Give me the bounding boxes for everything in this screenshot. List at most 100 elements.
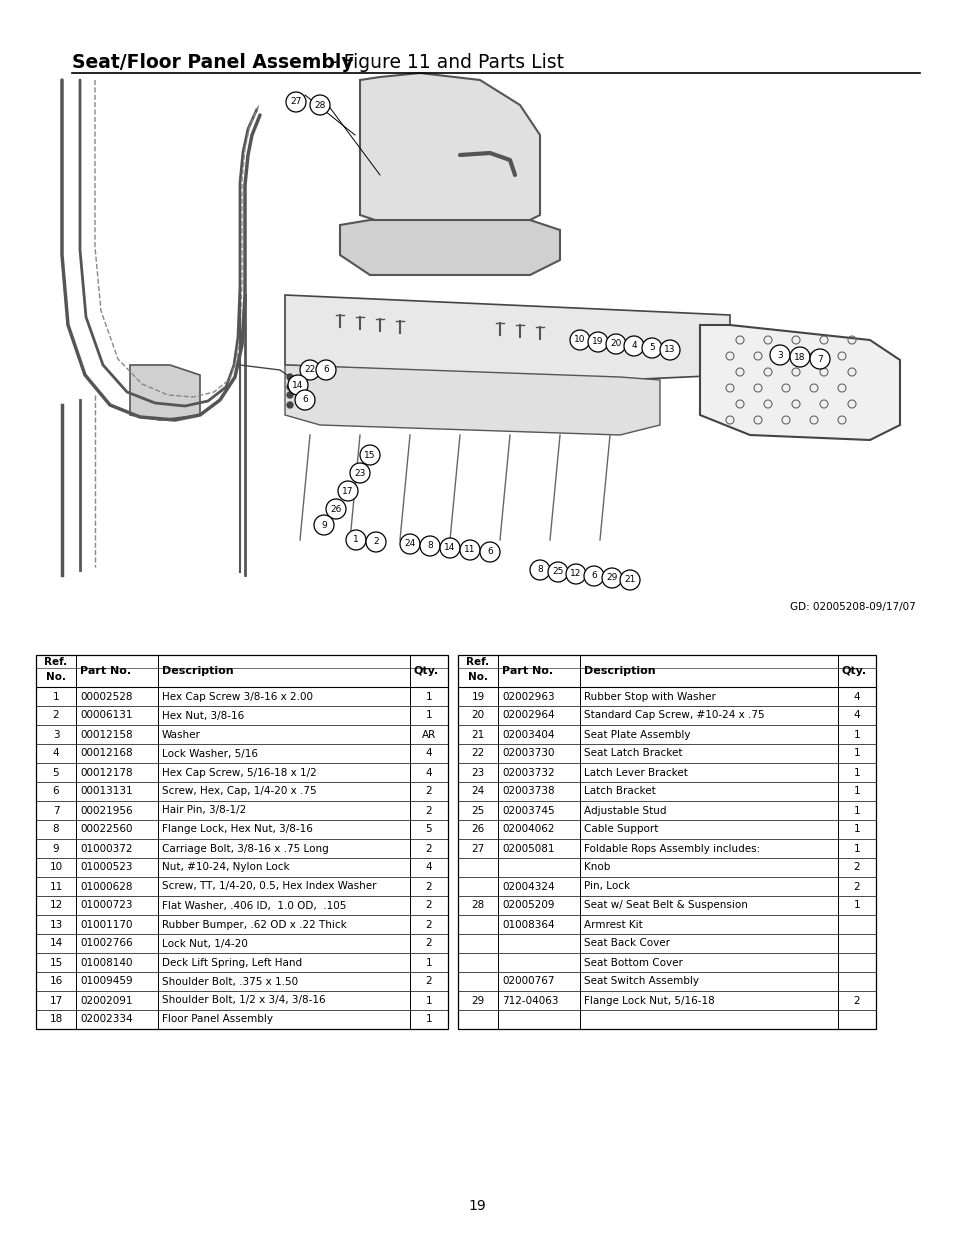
Text: Qty.: Qty. <box>414 666 438 676</box>
Text: 02003745: 02003745 <box>501 805 554 815</box>
Circle shape <box>350 463 370 483</box>
Circle shape <box>299 359 319 380</box>
Text: 6: 6 <box>302 395 308 405</box>
Text: 19: 19 <box>468 1199 485 1213</box>
Text: Adjustable Stud: Adjustable Stud <box>583 805 666 815</box>
Text: 2: 2 <box>853 862 860 872</box>
Circle shape <box>479 542 499 562</box>
Text: Knob: Knob <box>583 862 610 872</box>
Text: 1: 1 <box>425 957 432 967</box>
Text: 2: 2 <box>853 882 860 892</box>
Text: 14: 14 <box>292 380 303 389</box>
Text: 5: 5 <box>52 767 59 778</box>
Text: 1: 1 <box>853 805 860 815</box>
Text: 15: 15 <box>50 957 63 967</box>
Text: 15: 15 <box>364 451 375 459</box>
Text: 17: 17 <box>342 487 354 495</box>
Circle shape <box>315 359 335 380</box>
Text: 12: 12 <box>570 569 581 578</box>
Text: 01001170: 01001170 <box>80 920 132 930</box>
Text: Rubber Stop with Washer: Rubber Stop with Washer <box>583 692 715 701</box>
Text: 23: 23 <box>354 468 365 478</box>
Text: 1: 1 <box>52 692 59 701</box>
Circle shape <box>294 390 314 410</box>
Text: 5: 5 <box>648 343 654 352</box>
Text: 02005081: 02005081 <box>501 844 554 853</box>
Text: Nut, #10-24, Nylon Lock: Nut, #10-24, Nylon Lock <box>162 862 290 872</box>
Circle shape <box>547 562 567 582</box>
Text: 4: 4 <box>425 862 432 872</box>
Text: 4: 4 <box>853 710 860 720</box>
Text: 01000628: 01000628 <box>80 882 132 892</box>
Text: 16: 16 <box>50 977 63 987</box>
Circle shape <box>399 534 419 555</box>
Polygon shape <box>130 366 200 420</box>
Text: 1: 1 <box>853 844 860 853</box>
Text: 3: 3 <box>777 351 782 359</box>
Text: 11: 11 <box>50 882 63 892</box>
Text: Floor Panel Assembly: Floor Panel Assembly <box>162 1014 273 1025</box>
Text: 12: 12 <box>50 900 63 910</box>
Text: 02004062: 02004062 <box>501 825 554 835</box>
Text: 14: 14 <box>444 543 456 552</box>
Text: GD: 02005208-09/17/07: GD: 02005208-09/17/07 <box>789 601 915 613</box>
Circle shape <box>789 347 809 367</box>
Text: 1: 1 <box>853 900 860 910</box>
Text: 18: 18 <box>50 1014 63 1025</box>
Text: 9: 9 <box>52 844 59 853</box>
Text: Flat Washer, .406 ID,  1.0 OD,  .105: Flat Washer, .406 ID, 1.0 OD, .105 <box>162 900 346 910</box>
Text: Latch Bracket: Latch Bracket <box>583 787 655 797</box>
Text: Seat w/ Seat Belt & Suspension: Seat w/ Seat Belt & Suspension <box>583 900 747 910</box>
Text: 2: 2 <box>425 939 432 948</box>
Text: 01000723: 01000723 <box>80 900 132 910</box>
Text: 1: 1 <box>353 536 358 545</box>
Circle shape <box>641 338 661 358</box>
Polygon shape <box>359 73 539 230</box>
Circle shape <box>326 499 346 519</box>
Text: 00012178: 00012178 <box>80 767 132 778</box>
Text: 02002091: 02002091 <box>80 995 132 1005</box>
Text: Qty.: Qty. <box>841 666 866 676</box>
Text: 1: 1 <box>853 825 860 835</box>
Text: Screw, TT, 1/4-20, 0.5, Hex Index Washer: Screw, TT, 1/4-20, 0.5, Hex Index Washer <box>162 882 376 892</box>
Text: 11: 11 <box>464 546 476 555</box>
Text: Rubber Bumper, .62 OD x .22 Thick: Rubber Bumper, .62 OD x .22 Thick <box>162 920 346 930</box>
Circle shape <box>769 345 789 366</box>
Text: 6: 6 <box>487 547 493 557</box>
Text: 1: 1 <box>425 692 432 701</box>
Text: 6: 6 <box>323 366 329 374</box>
Text: 01008140: 01008140 <box>80 957 132 967</box>
Circle shape <box>459 540 479 559</box>
Text: Description: Description <box>583 666 655 676</box>
Polygon shape <box>285 295 729 380</box>
Text: 2: 2 <box>425 844 432 853</box>
Circle shape <box>583 566 603 585</box>
Text: 02003404: 02003404 <box>501 730 554 740</box>
Text: 01009459: 01009459 <box>80 977 132 987</box>
Text: 00013131: 00013131 <box>80 787 132 797</box>
Text: 23: 23 <box>471 767 484 778</box>
Text: 13: 13 <box>50 920 63 930</box>
Text: 4: 4 <box>853 692 860 701</box>
Circle shape <box>659 340 679 359</box>
Text: 1: 1 <box>425 995 432 1005</box>
Text: 5: 5 <box>425 825 432 835</box>
Text: Seat Back Cover: Seat Back Cover <box>583 939 669 948</box>
Text: 1: 1 <box>853 748 860 758</box>
Text: Foldable Rops Assembly includes:: Foldable Rops Assembly includes: <box>583 844 760 853</box>
Circle shape <box>619 571 639 590</box>
Text: 13: 13 <box>663 346 675 354</box>
Text: 19: 19 <box>471 692 484 701</box>
Text: 2: 2 <box>425 805 432 815</box>
Text: 24: 24 <box>471 787 484 797</box>
Text: 7: 7 <box>52 805 59 815</box>
Text: 6: 6 <box>52 787 59 797</box>
Circle shape <box>337 480 357 501</box>
Text: 26: 26 <box>471 825 484 835</box>
Text: 8: 8 <box>52 825 59 835</box>
Text: - Figure 11 and Parts List: - Figure 11 and Parts List <box>331 53 563 72</box>
Text: 2: 2 <box>425 920 432 930</box>
Text: 29: 29 <box>606 573 617 583</box>
Polygon shape <box>285 366 659 435</box>
Text: 6: 6 <box>591 572 597 580</box>
